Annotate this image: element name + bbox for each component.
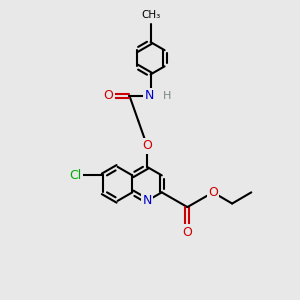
- Text: CH₃: CH₃: [141, 10, 160, 20]
- Text: N: N: [144, 89, 154, 102]
- Text: N: N: [142, 194, 152, 207]
- Text: O: O: [182, 226, 192, 238]
- Text: O: O: [208, 186, 218, 199]
- Text: O: O: [142, 139, 152, 152]
- Text: Cl: Cl: [69, 169, 81, 182]
- Text: O: O: [103, 89, 113, 102]
- Text: H: H: [163, 91, 171, 100]
